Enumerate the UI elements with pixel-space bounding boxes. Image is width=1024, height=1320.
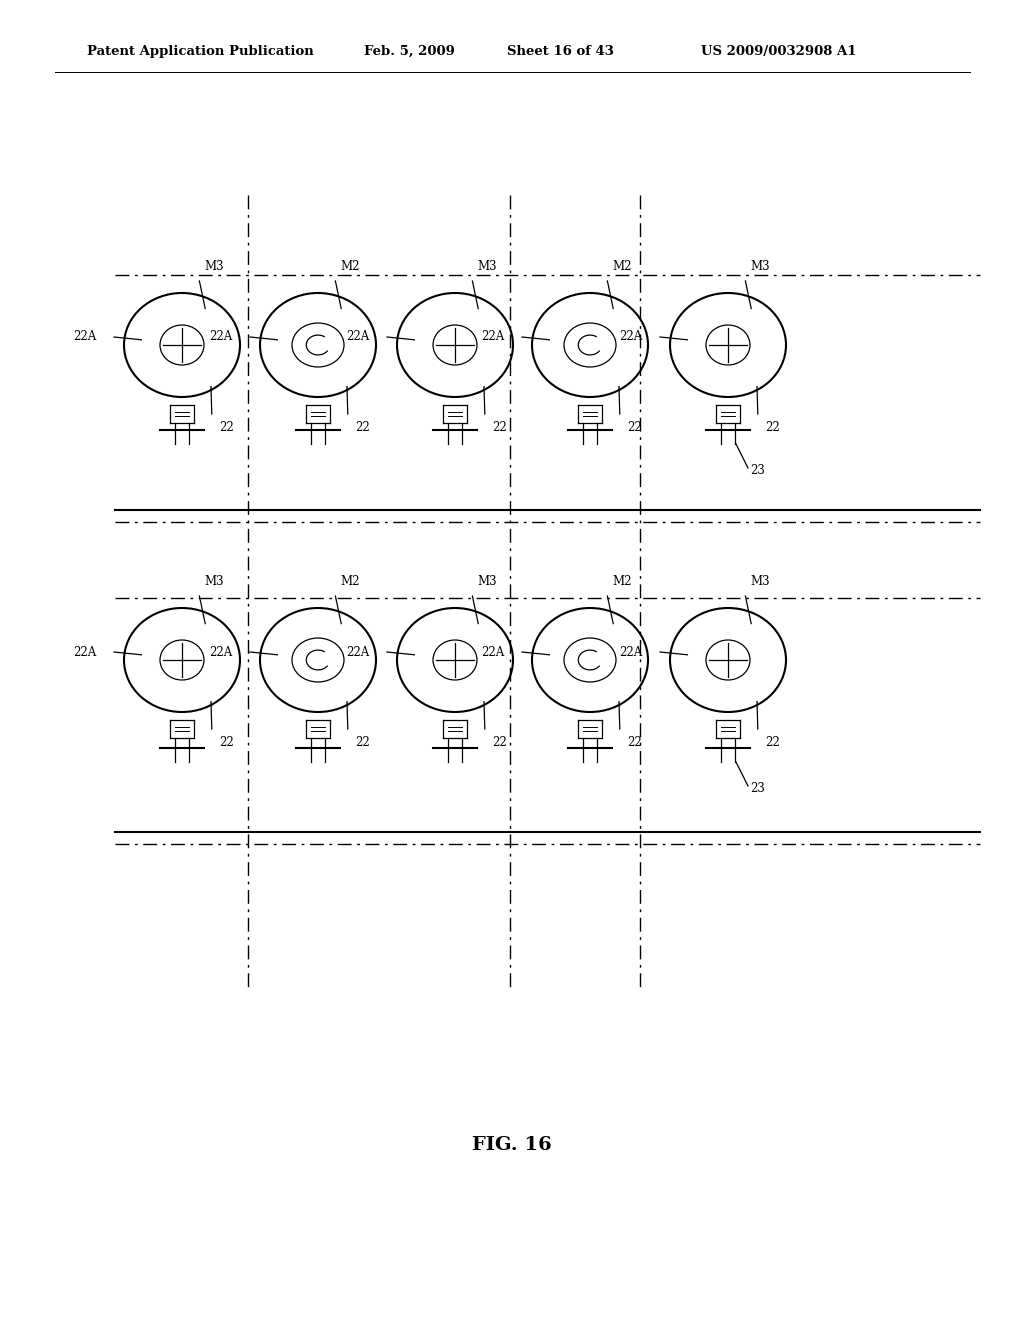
- Text: 22A: 22A: [73, 645, 96, 659]
- Text: 22A: 22A: [209, 645, 232, 659]
- Text: 22A: 22A: [480, 330, 504, 343]
- Text: Sheet 16 of 43: Sheet 16 of 43: [507, 45, 613, 58]
- Text: M3: M3: [477, 260, 497, 273]
- Text: 22: 22: [354, 737, 370, 748]
- Text: M2: M2: [340, 576, 359, 587]
- Text: M3: M3: [477, 576, 497, 587]
- Text: 23: 23: [750, 781, 765, 795]
- Text: US 2009/0032908 A1: US 2009/0032908 A1: [701, 45, 857, 58]
- Text: 22: 22: [627, 737, 642, 748]
- Text: M3: M3: [751, 260, 770, 273]
- Text: 22: 22: [627, 421, 642, 434]
- Text: 22A: 22A: [346, 330, 369, 343]
- Text: 22A: 22A: [618, 330, 642, 343]
- Text: M3: M3: [751, 576, 770, 587]
- Text: 22: 22: [219, 421, 233, 434]
- Text: M2: M2: [612, 260, 632, 273]
- Text: 23: 23: [750, 463, 765, 477]
- Text: 22: 22: [492, 421, 507, 434]
- Text: 22: 22: [492, 737, 507, 748]
- Text: 22: 22: [219, 737, 233, 748]
- Text: 22A: 22A: [618, 645, 642, 659]
- Text: 22A: 22A: [346, 645, 369, 659]
- Text: 22A: 22A: [73, 330, 96, 343]
- Text: M2: M2: [612, 576, 632, 587]
- Text: M3: M3: [205, 576, 224, 587]
- Text: 22: 22: [354, 421, 370, 434]
- Text: 22: 22: [765, 421, 779, 434]
- Text: M2: M2: [340, 260, 359, 273]
- Text: 22A: 22A: [209, 330, 232, 343]
- Text: M3: M3: [205, 260, 224, 273]
- Text: 22A: 22A: [480, 645, 504, 659]
- Text: Patent Application Publication: Patent Application Publication: [87, 45, 313, 58]
- Text: Feb. 5, 2009: Feb. 5, 2009: [364, 45, 455, 58]
- Text: 22: 22: [765, 737, 779, 748]
- Text: FIG. 16: FIG. 16: [472, 1137, 552, 1154]
